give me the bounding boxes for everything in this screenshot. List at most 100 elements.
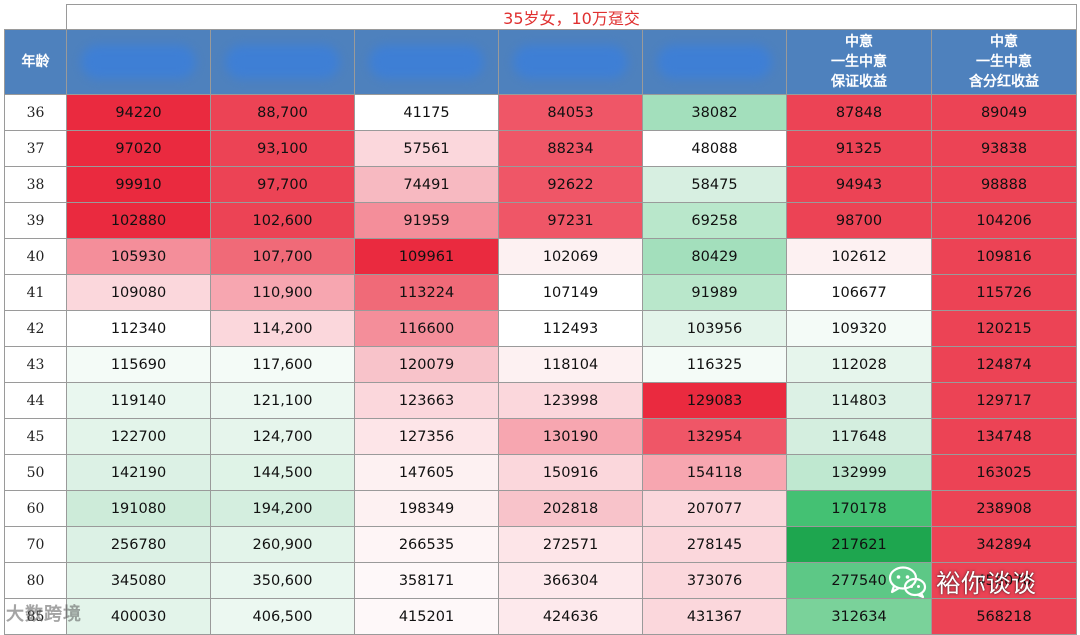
value-cell: 117648	[786, 418, 932, 455]
table-row: 41 109080 110,900 113224 107149 91989 106677 11…	[4, 274, 1078, 311]
value-cell: 99910	[66, 166, 211, 203]
value-cell: 132999	[786, 454, 932, 491]
age-cell: 38	[4, 166, 67, 203]
header-dividend-return: 中意 一生中意 含分红收益	[930, 29, 1078, 95]
header-product-5-redacted	[642, 29, 787, 95]
value-cell: 163025	[930, 454, 1078, 491]
table-row: 45 122700 124,700 127356 130190 132954 117648 1…	[4, 418, 1078, 455]
value-cell: 256780	[66, 526, 211, 563]
value-cell: 198349	[354, 490, 499, 527]
value-cell: 69258	[642, 202, 787, 239]
value-cell: 431367	[642, 598, 787, 635]
value-cell: 114803	[786, 382, 932, 419]
value-cell: 91325	[786, 130, 932, 167]
table-row: 36 94220 88,700 41175 84053 38082 87848 89049	[4, 94, 1078, 131]
header-product-3-redacted	[354, 29, 499, 95]
value-cell: 129083	[642, 382, 787, 419]
value-cell: 202818	[498, 490, 643, 527]
age-cell: 39	[4, 202, 67, 239]
value-cell: 147605	[354, 454, 499, 491]
value-cell: 88234	[498, 130, 643, 167]
table-row: 70 256780 260,900 266535 272571 278145 217621 3…	[4, 526, 1078, 563]
value-cell: 358171	[354, 562, 499, 599]
value-cell: 116600	[354, 310, 499, 347]
value-cell: 458070	[930, 562, 1078, 599]
value-cell: 207077	[642, 490, 787, 527]
table-row: 50 142190 144,500 147605 150916 154118 132999 1…	[4, 454, 1078, 491]
value-cell: 93,100	[210, 130, 355, 167]
value-cell: 120079	[354, 346, 499, 383]
value-cell: 107149	[498, 274, 643, 311]
redaction-blur	[513, 45, 628, 79]
value-cell: 84053	[498, 94, 643, 131]
age-cell: 50	[4, 454, 67, 491]
value-cell: 115690	[66, 346, 211, 383]
value-cell: 106677	[786, 274, 932, 311]
value-cell: 194,200	[210, 490, 355, 527]
value-cell: 102,600	[210, 202, 355, 239]
table-row: 38 99910 97,700 74491 92622 58475 94943 98888	[4, 166, 1078, 203]
value-cell: 74491	[354, 166, 499, 203]
age-cell: 80	[4, 562, 67, 599]
value-cell: 115726	[930, 274, 1078, 311]
value-cell: 366304	[498, 562, 643, 599]
value-cell: 98700	[786, 202, 932, 239]
value-cell: 120215	[930, 310, 1078, 347]
value-cell: 406,500	[210, 598, 355, 635]
value-cell: 92622	[498, 166, 643, 203]
table-body: 36 94220 88,700 41175 84053 38082 87848 89049 37…	[4, 94, 1078, 635]
value-cell: 312634	[786, 598, 932, 635]
value-cell: 102069	[498, 238, 643, 275]
value-cell: 107,700	[210, 238, 355, 275]
age-cell: 43	[4, 346, 67, 383]
value-cell: 130190	[498, 418, 643, 455]
value-cell: 118104	[498, 346, 643, 383]
value-cell: 124874	[930, 346, 1078, 383]
value-cell: 58475	[642, 166, 787, 203]
value-cell: 217621	[786, 526, 932, 563]
age-cell: 36	[4, 94, 67, 131]
value-cell: 132954	[642, 418, 787, 455]
header-product-2-redacted	[210, 29, 355, 95]
value-cell: 113224	[354, 274, 499, 311]
value-cell: 88,700	[210, 94, 355, 131]
value-cell: 277540	[786, 562, 932, 599]
table-row: 39 102880 102,600 91959 97231 69258 98700 10420…	[4, 202, 1078, 239]
value-cell: 154118	[642, 454, 787, 491]
value-cell: 121,100	[210, 382, 355, 419]
header-guaranteed-label: 中意 一生中意 保证收益	[831, 34, 887, 90]
value-cell: 105930	[66, 238, 211, 275]
value-cell: 109961	[354, 238, 499, 275]
age-cell: 40	[4, 238, 67, 275]
value-cell: 142190	[66, 454, 211, 491]
value-cell: 93838	[930, 130, 1078, 167]
value-cell: 98888	[930, 166, 1078, 203]
value-cell: 123998	[498, 382, 643, 419]
value-cell: 127356	[354, 418, 499, 455]
redaction-blur	[81, 45, 196, 79]
value-cell: 124,700	[210, 418, 355, 455]
value-cell: 260,900	[210, 526, 355, 563]
value-cell: 400030	[66, 598, 211, 635]
value-cell: 373076	[642, 562, 787, 599]
value-cell: 278145	[642, 526, 787, 563]
age-cell: 60	[4, 490, 67, 527]
value-cell: 350,600	[210, 562, 355, 599]
value-cell: 123663	[354, 382, 499, 419]
value-cell: 345080	[66, 562, 211, 599]
table-row: 85 400030 406,500 415201 424636 431367 312634 5…	[4, 598, 1078, 635]
table-row: 40 105930 107,700 109961 102069 80429 102612 10…	[4, 238, 1078, 275]
value-cell: 119140	[66, 382, 211, 419]
value-cell: 109816	[930, 238, 1078, 275]
value-cell: 102612	[786, 238, 932, 275]
value-cell: 568218	[930, 598, 1078, 635]
value-cell: 94943	[786, 166, 932, 203]
title-spacer	[4, 4, 67, 30]
age-cell: 37	[4, 130, 67, 167]
value-cell: 112340	[66, 310, 211, 347]
table-row: 42 112340 114,200 116600 112493 103956 109320 1…	[4, 310, 1078, 347]
header-age: 年龄	[4, 29, 67, 95]
header-dividend-label: 中意 一生中意 含分红收益	[969, 34, 1040, 90]
value-cell: 110,900	[210, 274, 355, 311]
value-cell: 109320	[786, 310, 932, 347]
